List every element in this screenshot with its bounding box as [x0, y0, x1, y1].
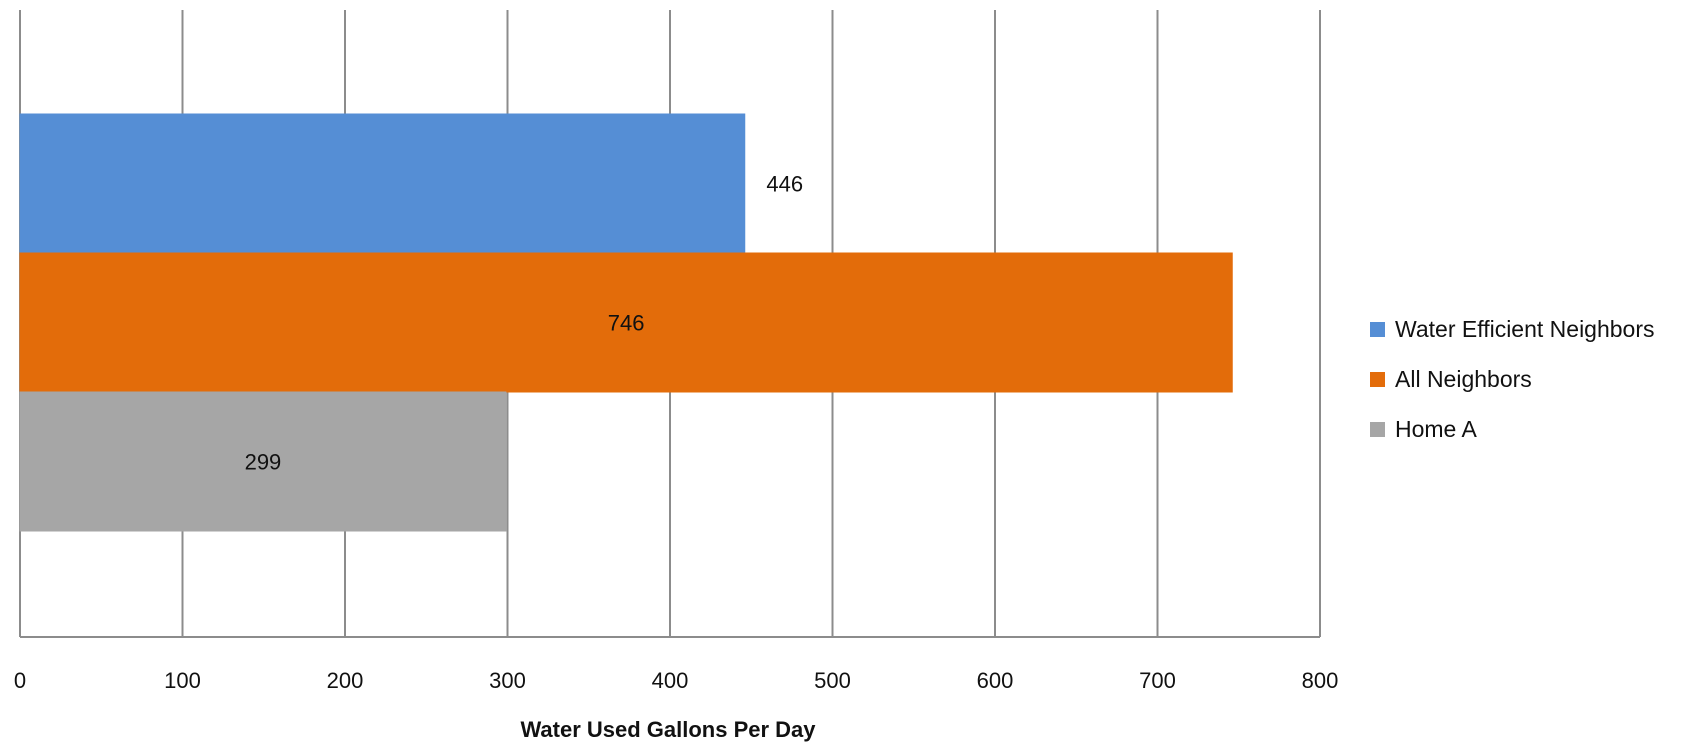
legend: Water Efficient Neighbors All Neighbors Ho… — [1370, 316, 1655, 442]
x-tick-label-2: 200 — [327, 668, 364, 693]
data-label-0: 446 — [766, 172, 803, 197]
x-tick-label-6: 600 — [977, 668, 1014, 693]
x-axis-title: Water Used Gallons Per Day — [520, 717, 816, 742]
x-tick-label-0: 0 — [14, 668, 26, 693]
legend-label-2: Home A — [1395, 416, 1477, 442]
x-tick-label-8: 800 — [1302, 668, 1339, 693]
bar-2 — [19, 391, 507, 532]
legend-swatch-0 — [1370, 322, 1385, 337]
data-labels: 446 746 299 — [245, 172, 804, 475]
bars — [19, 113, 1233, 532]
x-tick-label-7: 700 — [1139, 668, 1176, 693]
bar-1 — [19, 252, 1233, 393]
x-axis: 0 100 200 300 400 500 600 700 800 — [14, 636, 1339, 693]
x-tick-label-4: 400 — [652, 668, 689, 693]
x-tick-label-1: 100 — [164, 668, 201, 693]
legend-label-1: All Neighbors — [1395, 366, 1532, 392]
x-tick-label-5: 500 — [814, 668, 851, 693]
bar-0 — [19, 113, 746, 254]
legend-label-0: Water Efficient Neighbors — [1395, 316, 1655, 342]
legend-swatch-1 — [1370, 372, 1385, 387]
data-label-2: 299 — [245, 450, 282, 475]
data-label-1: 746 — [608, 311, 645, 336]
legend-swatch-2 — [1370, 422, 1385, 437]
x-tick-label-3: 300 — [489, 668, 526, 693]
